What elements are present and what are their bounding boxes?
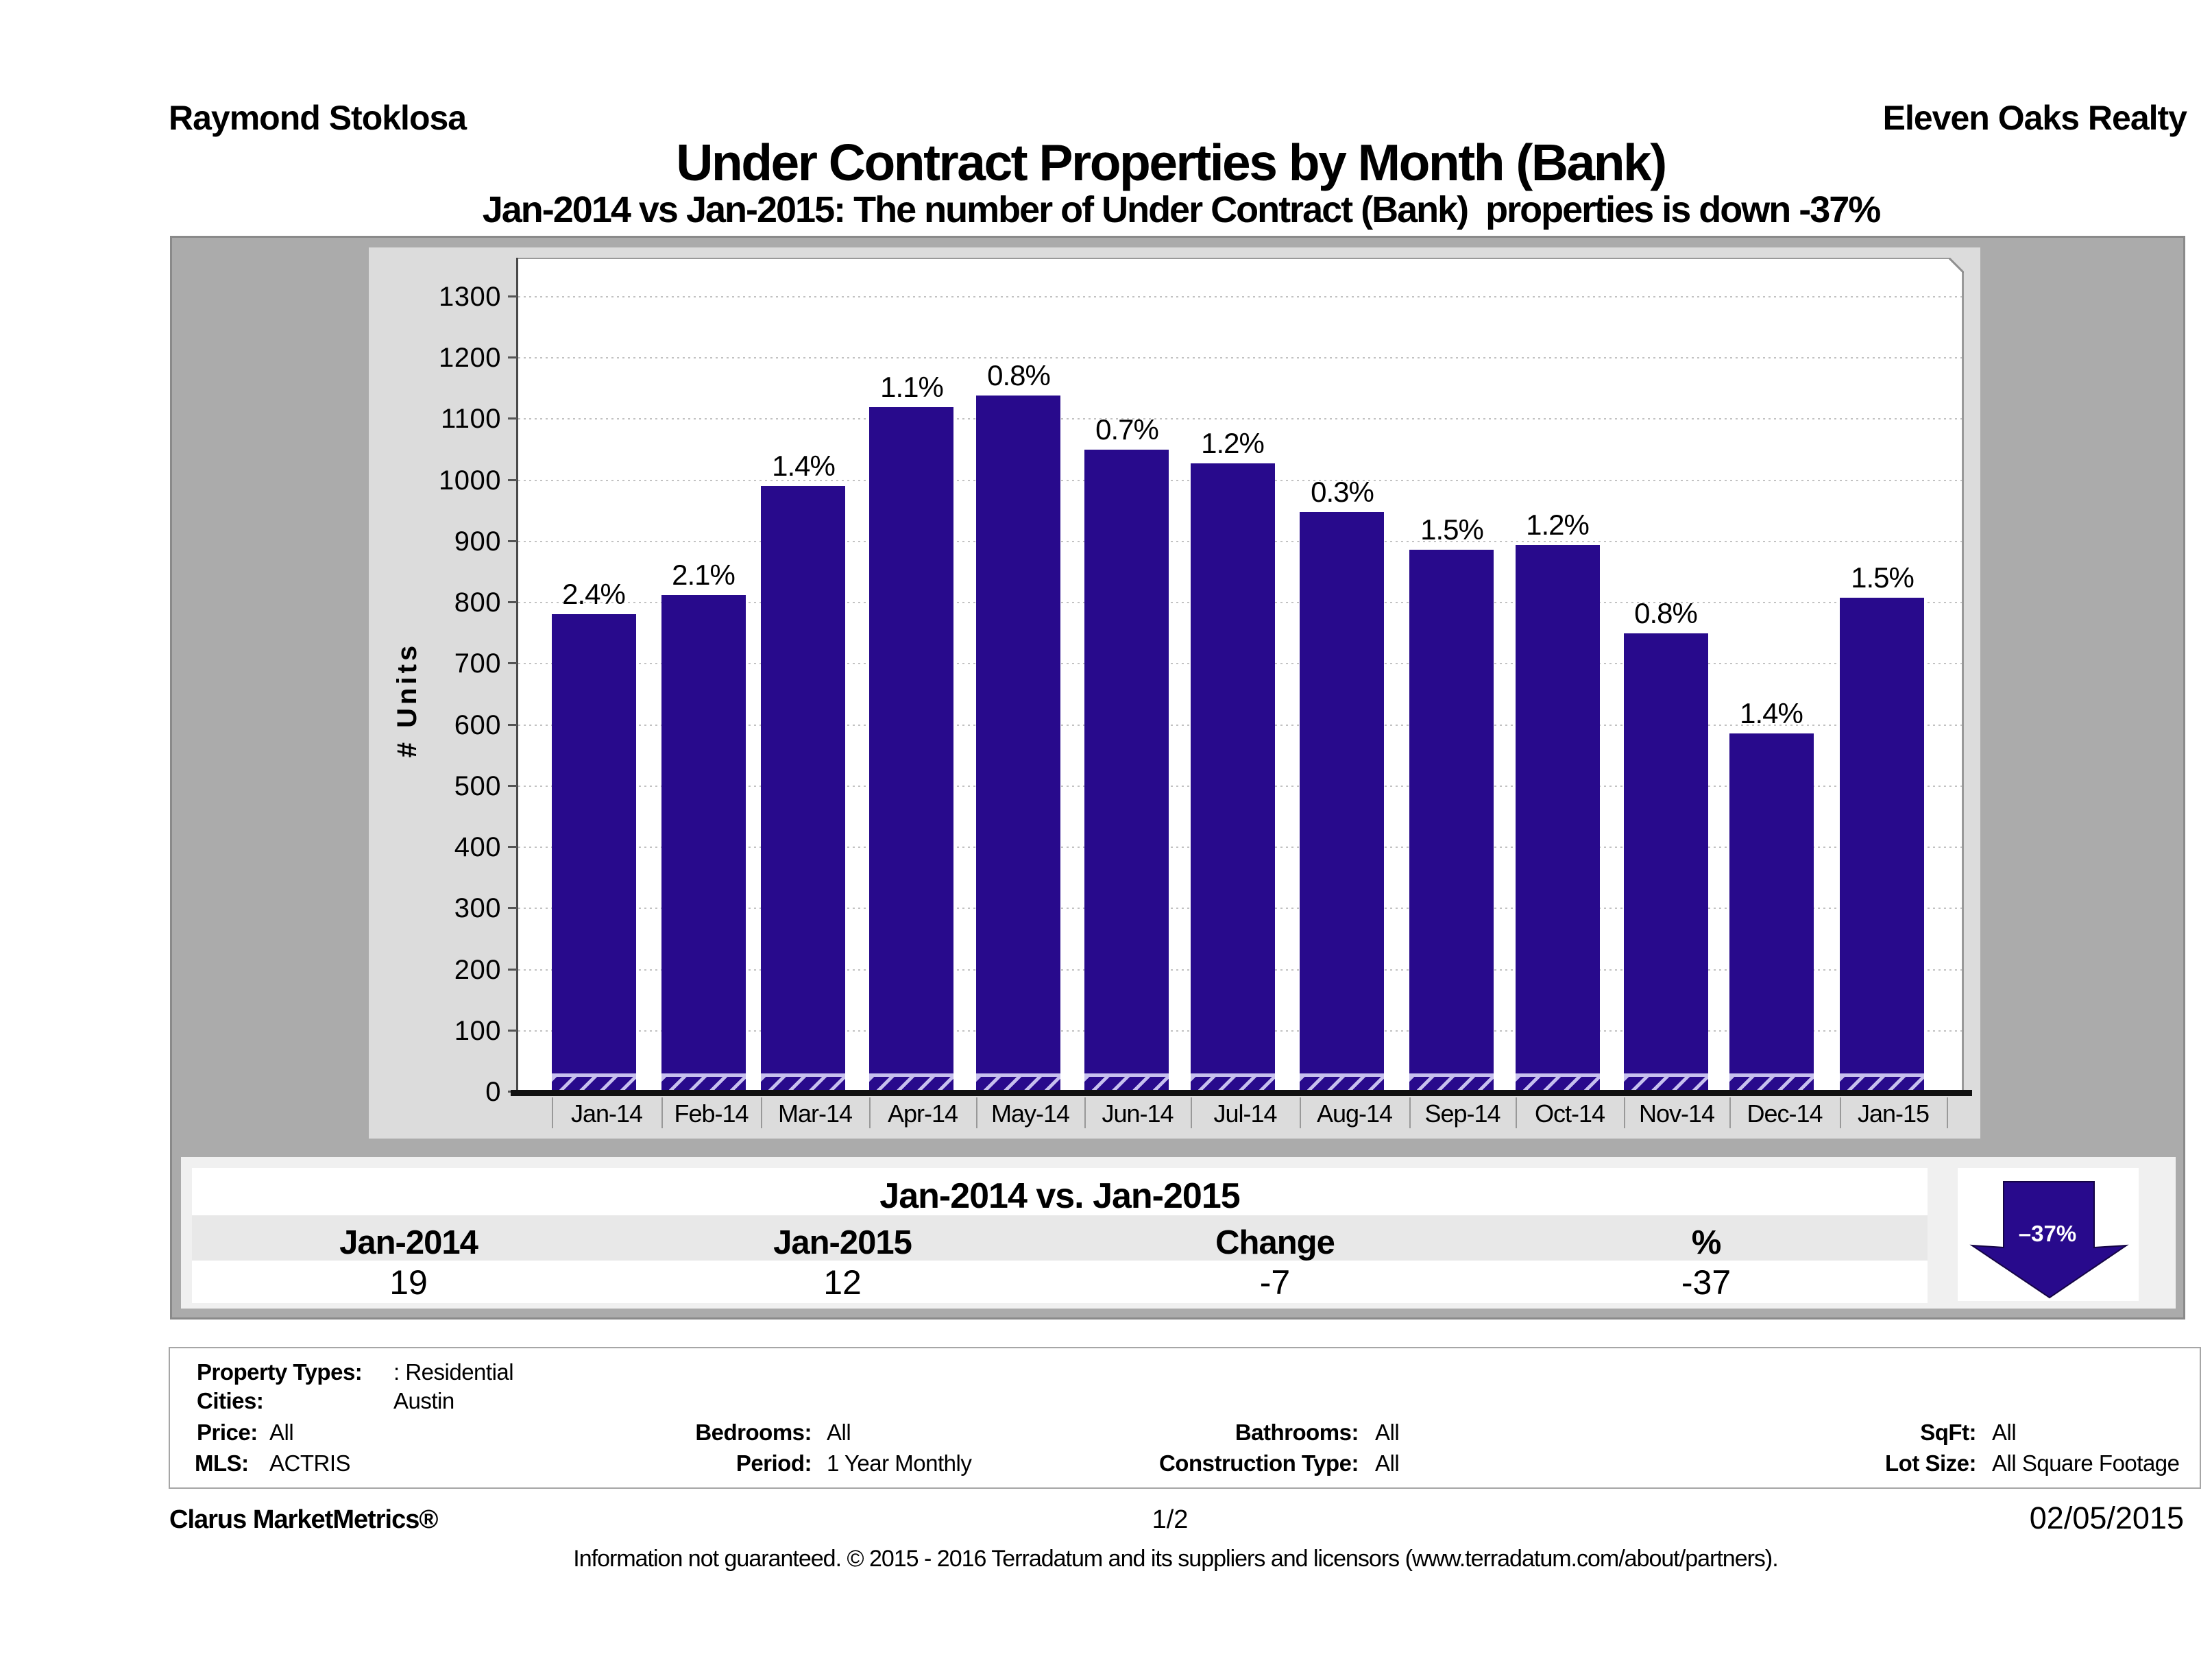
svg-text:–37%: –37%	[2019, 1221, 2076, 1246]
